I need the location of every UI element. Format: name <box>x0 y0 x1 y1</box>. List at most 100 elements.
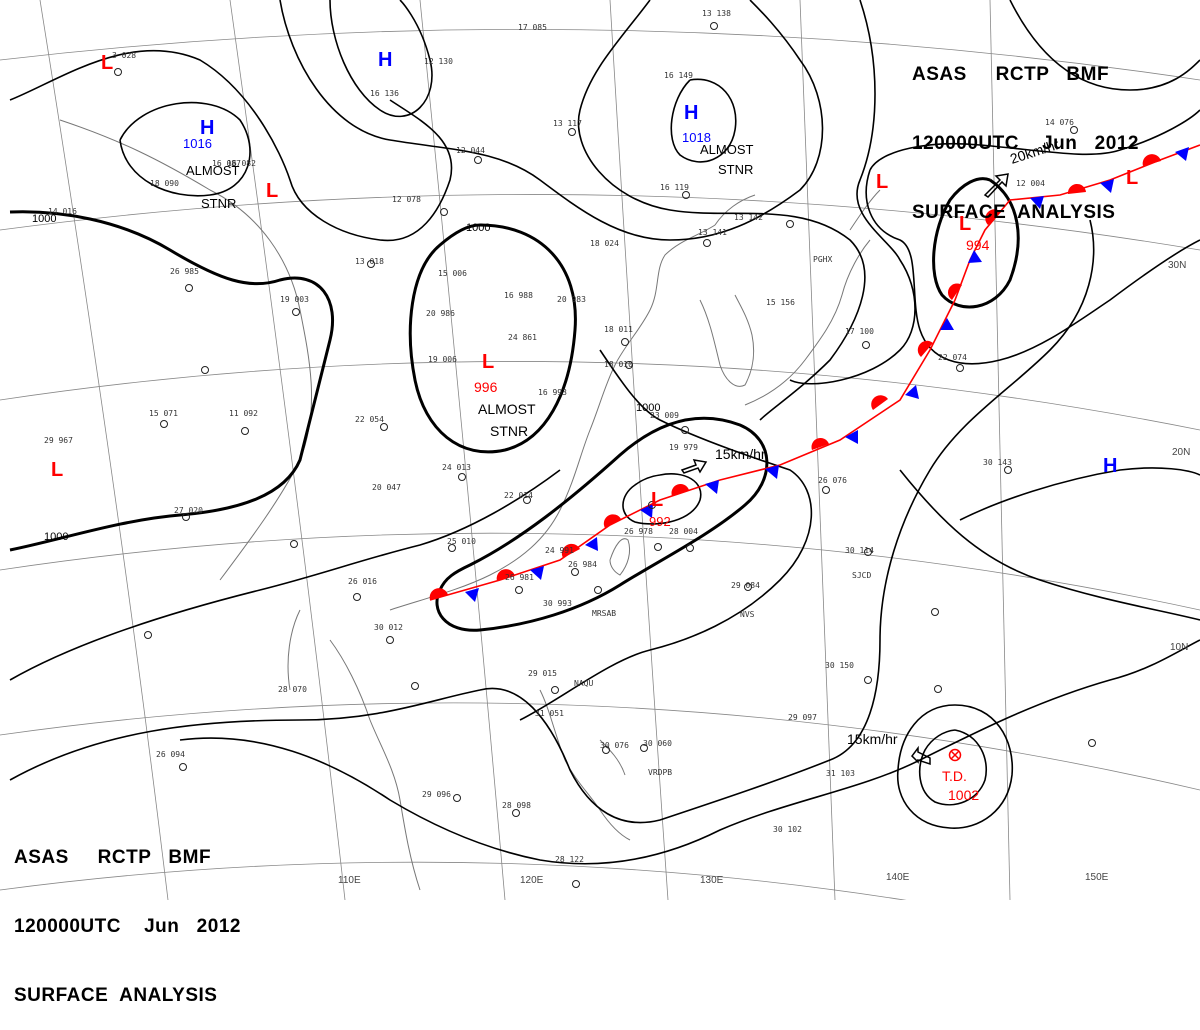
isobar-1004-c <box>329 0 433 117</box>
low-center-east: L <box>1126 167 1138 189</box>
station-obs-text: 26 094 <box>156 750 185 759</box>
station-obs-text: 15 071 <box>149 409 178 418</box>
station-obs-text: 24 861 <box>508 333 537 342</box>
isobar-label-1000-front: 1000 <box>636 402 660 414</box>
station-obs-text: 20 986 <box>426 309 455 318</box>
station-obs-text: 12 078 <box>392 195 421 204</box>
station-pghx: PGHX <box>813 255 832 264</box>
station-obs-text: 18 010 <box>604 360 633 369</box>
station-obs-text: 20 047 <box>372 483 401 492</box>
warm-front-bumps <box>429 154 1161 600</box>
station-obs-text: 29 097 <box>788 713 817 722</box>
high-center-north: H <box>378 49 392 71</box>
tropical-depression-symbol <box>948 748 962 762</box>
almost-stnr-1016-b: STNR <box>201 196 236 211</box>
isobar-1000-west <box>9 210 335 552</box>
lon-label-120e: 120E <box>520 875 544 886</box>
td-label: T.D. <box>942 768 967 784</box>
station-obs-text: 11 092 <box>229 409 258 418</box>
station-obs-text: 30 150 <box>825 661 854 670</box>
station-obs-text: 26 978 <box>624 527 653 536</box>
header-top-line3: SURFACE ANALYSIS <box>912 202 1116 223</box>
weather-map: 3 028 16 087 18 090 14 016 26 985 19 003 13 01… <box>0 0 1200 900</box>
station-obs-text: 22 014 <box>504 491 533 500</box>
station-obs-text: 14 076 <box>1045 118 1074 127</box>
station-obs-text: 29 096 <box>422 790 451 799</box>
station-obs-text: 18 024 <box>590 239 619 248</box>
station-obs-text: 12 004 <box>1016 179 1045 188</box>
low-center-996-value: 996 <box>474 379 498 395</box>
station-obs-text: 29 015 <box>528 669 557 678</box>
lon-label-110e: 110E <box>338 875 361 886</box>
station-obs-text: 23 009 <box>650 411 679 420</box>
isobar-1004-b <box>9 49 453 242</box>
station-obs-text: 15 006 <box>438 269 467 278</box>
station-obs-text: 30 114 <box>845 546 874 555</box>
isobar-1006-east <box>789 0 916 385</box>
taiwan-coast <box>609 538 631 576</box>
station-obs-text: 25 010 <box>447 537 476 546</box>
station-obs-text: 16 149 <box>664 71 693 80</box>
station-obs-text: 24 013 <box>442 463 471 472</box>
high-center-1016-value: 1016 <box>183 136 212 151</box>
header-top-line1: ASAS RCTP BMF <box>912 64 1110 85</box>
isobar-label-1000-west: 1000 <box>32 213 56 225</box>
station-vrdpb: VRDPB <box>648 768 672 777</box>
station-obs-text: 28 098 <box>502 801 531 810</box>
station-obs-text: 28 004 <box>669 527 698 536</box>
motion-label-td: 15km/hr <box>847 731 898 747</box>
almost-stnr-996-b: STNR <box>490 423 528 439</box>
station-obs-text: 12 130 <box>424 57 453 66</box>
station-obs-text: 30 143 <box>983 458 1012 467</box>
header-top: ASAS RCTP BMF 120000UTC Jun 2012 SURFACE… <box>912 17 1139 247</box>
station-obs-text: 13 138 <box>702 9 731 18</box>
station-obs-text: 30 060 <box>643 739 672 748</box>
station-obs-text: 24 991 <box>545 546 574 555</box>
station-obs-text: 16 087 <box>212 159 241 168</box>
station-obs-text: 26 985 <box>170 267 199 276</box>
header-bottom-line2: 120000UTC Jun 2012 <box>14 916 241 937</box>
station-obs-text: 30 076 <box>600 741 629 750</box>
station-obs-text: 13 142 <box>734 213 763 222</box>
isobar-1000-low994 <box>932 177 1020 309</box>
lon-label-130e: 130E <box>700 875 724 886</box>
low-center-996: L <box>482 351 494 373</box>
station-obs-text: 26 016 <box>348 577 377 586</box>
motion-arrow-994 <box>983 173 1009 198</box>
isobar-1004-east <box>869 109 1200 171</box>
station-observations: 3 028 16 087 18 090 14 016 26 985 19 003 13 01… <box>44 9 1074 864</box>
isobar-1004-g <box>519 349 813 721</box>
station-obs-text: 3 028 <box>112 51 136 60</box>
header-bottom: ASAS RCTP BMF 120000UTC Jun 2012 SURFACE… <box>14 800 241 1030</box>
station-obs-text: 14 016 <box>48 207 77 216</box>
motion-label-992: 15km/hr <box>715 446 766 462</box>
station-mrsab: MRSAB <box>592 609 616 618</box>
high-center-1016: H <box>200 117 214 139</box>
station-obs-text: 26 984 <box>568 560 597 569</box>
station-obs-text: 30 012 <box>374 623 403 632</box>
philippines-coast <box>539 689 631 841</box>
almost-stnr-1018-b: STNR <box>718 162 753 177</box>
station-obs-text: 29 967 <box>44 436 73 445</box>
station-obs-text: 26 981 <box>505 573 534 582</box>
station-obs-text: 18 011 <box>604 325 633 334</box>
station-obs-text: 19 006 <box>428 355 457 364</box>
isobar-1010-se <box>959 467 1200 521</box>
station-obs-text: 28 070 <box>278 685 307 694</box>
station-obs-text: 13 018 <box>355 257 384 266</box>
isobar-1000-front <box>435 416 769 632</box>
motion-arrow-992 <box>680 459 708 474</box>
station-obs-text: 13 117 <box>553 119 582 128</box>
isobars <box>9 0 1200 865</box>
isobar-1004-d <box>279 0 824 241</box>
low-center-994-value: 994 <box>966 237 990 253</box>
header-bottom-line3: SURFACE ANALYSIS <box>14 985 218 1006</box>
japan-coast <box>744 189 881 406</box>
station-naqu: NAQU <box>574 679 593 688</box>
lat-label-20n: 20N <box>1172 447 1190 458</box>
isobar-1012-east <box>1009 0 1200 91</box>
isobar-label-1000-low996: 1000 <box>466 222 490 234</box>
lat-lon-grid <box>0 0 1200 900</box>
isobar-1006-outer <box>9 219 1095 824</box>
high-center-1018: H <box>684 102 698 124</box>
